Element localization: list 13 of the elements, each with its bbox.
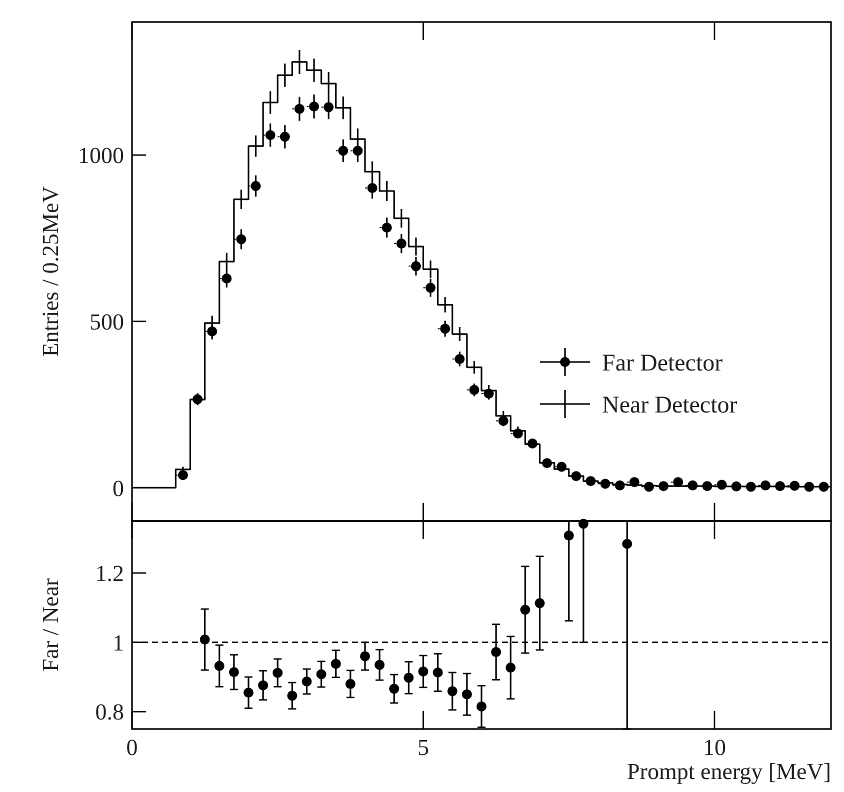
y-tick-label: 0 — [112, 476, 124, 501]
legend-label: Far Detector — [602, 350, 723, 376]
x-tick-label: 10 — [703, 735, 726, 760]
y-tick-label: 0.8 — [95, 700, 124, 725]
y-axis-title: Entries / 0.25MeV — [38, 186, 63, 357]
y-tick-label: 1.2 — [95, 561, 124, 586]
y-axis-title: Far / Near — [38, 578, 63, 672]
y-tick-label: 1000 — [78, 143, 124, 168]
x-tick-label: 5 — [418, 735, 429, 760]
y-tick-label: 500 — [90, 309, 124, 334]
x-axis-title: Prompt energy [MeV] — [627, 759, 831, 784]
legend-label: Near Detector — [602, 392, 738, 418]
y-tick-label: 1 — [112, 630, 124, 656]
